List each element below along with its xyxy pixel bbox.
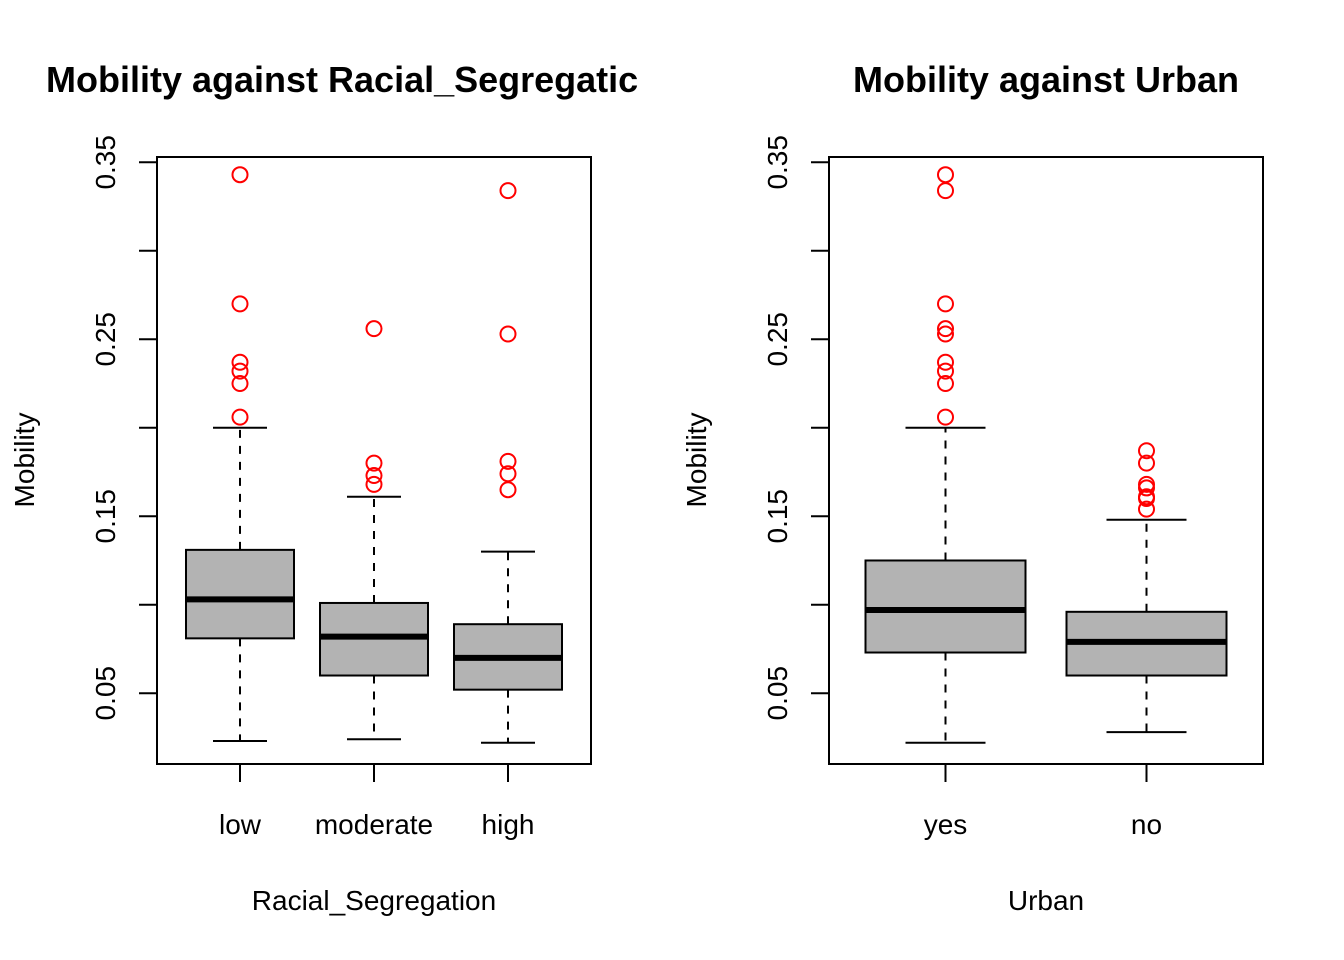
y-tick-label: 0.15 [762,489,793,544]
outlier-point [365,475,383,493]
chart-title: Mobility against Racial_Segregatic [46,59,638,100]
outlier-point [231,295,249,313]
panel-racial-segregation: Mobility against Racial_Segregatic Mobil… [9,59,638,916]
y-tick-label: 0.25 [90,312,121,367]
x-tick-label: low [219,809,262,840]
outlier-point [499,325,517,343]
x-axis-label: Urban [1008,885,1084,916]
panel-urban: Mobility against Urban Mobility Urban 0.… [681,59,1264,916]
outlier-point [231,166,249,184]
outlier-point [1138,490,1155,508]
outlier-point [937,353,954,371]
y-tick-label: 0.05 [762,666,793,721]
outlier-point [937,408,954,426]
y-tick-label: 0.35 [762,135,793,190]
x-tick-label: high [482,809,535,840]
outlier-point [1138,442,1155,460]
outlier-point [231,375,249,393]
plot-area: 0.05 0.15 0.25 0.35 yes no [762,135,1264,840]
x-tick-label: no [1131,809,1162,840]
outlier-point [937,166,954,184]
y-tick-label: 0.25 [762,312,793,367]
outlier-point [937,182,954,200]
outlier-point [231,362,249,380]
outlier-point [937,295,954,313]
y-axis-label: Mobility [681,413,712,508]
outlier-point [937,362,954,380]
outlier-point [1138,479,1155,497]
y-axis-label: Mobility [9,413,40,508]
outlier-point [937,375,954,393]
outlier-point [365,454,383,472]
outlier-point [1138,454,1155,472]
y-tick-label: 0.15 [90,489,121,544]
box-iqr [864,559,1027,654]
y-tick-label: 0.35 [90,135,121,190]
x-tick-label: yes [924,809,968,840]
outlier-point [937,325,954,343]
outlier-point [499,182,517,200]
outlier-point [1138,500,1155,518]
plot-frame [828,156,1264,765]
plot-area: 0.05 0.15 0.25 0.35 low moderate high [90,135,592,840]
outlier-point [231,353,249,371]
y-tick-label: 0.05 [90,666,121,721]
outlier-point [499,481,517,499]
outlier-point [365,467,383,485]
outlier-point [499,452,517,470]
x-tick-label: moderate [315,809,433,840]
chart-title: Mobility against Urban [853,59,1239,100]
outlier-point [937,320,954,338]
outlier-point [231,408,249,426]
box-iqr [185,548,295,640]
outlier-point [365,320,383,338]
x-axis-label: Racial_Segregation [252,885,496,916]
